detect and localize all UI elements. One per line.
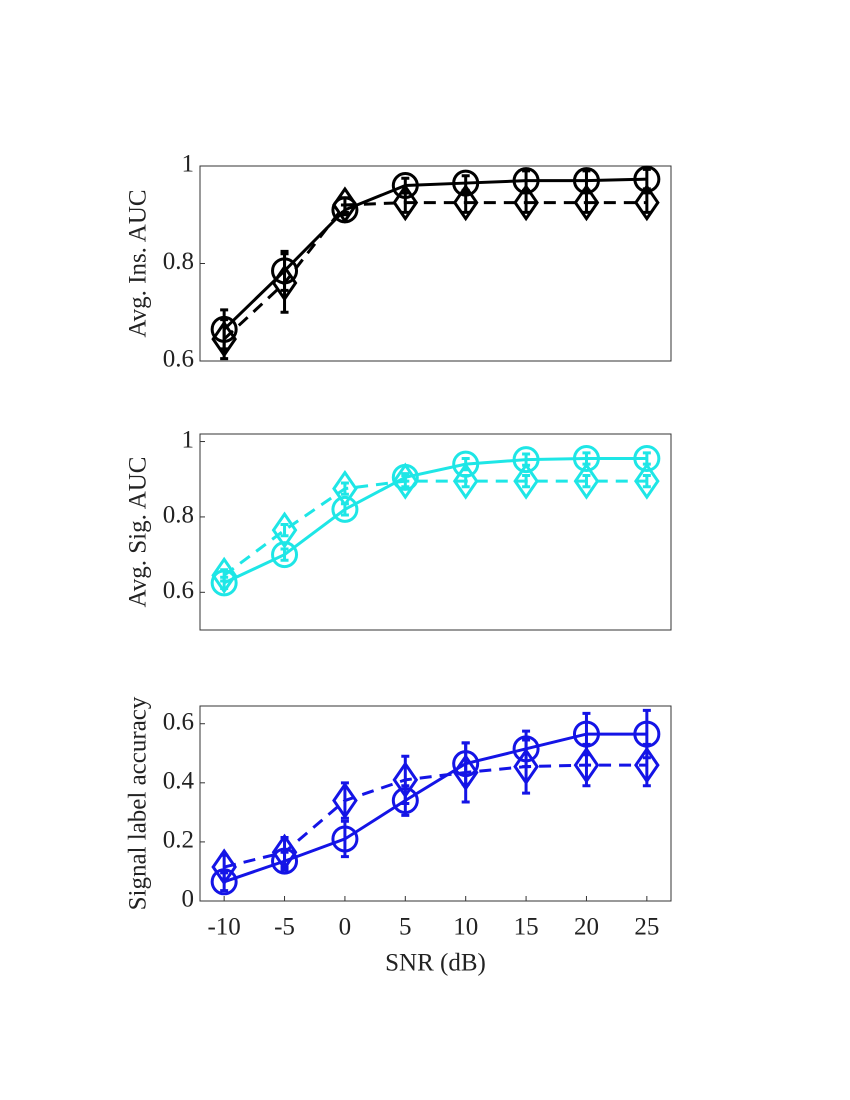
- marker: [452, 183, 479, 222]
- marker: [634, 462, 660, 500]
- marker: [211, 320, 237, 358]
- marker: [271, 264, 298, 302]
- error-bar: [401, 473, 410, 489]
- y-axis-label: Avg. Sig. AUC: [125, 457, 152, 608]
- axes-box: [199, 165, 672, 362]
- marker: [572, 445, 600, 472]
- series-line: [223, 201, 647, 341]
- error-bar: [522, 473, 531, 489]
- axes-box: [199, 705, 672, 902]
- marker: [573, 746, 600, 784]
- marker: [392, 761, 419, 799]
- axes-box: [199, 433, 672, 631]
- marker: [332, 470, 358, 508]
- marker: [633, 165, 661, 193]
- marker: [332, 186, 358, 224]
- y-tick-label: 0.8: [163, 248, 194, 275]
- error-bar: [642, 473, 651, 489]
- x-tick-label: -10: [207, 914, 240, 941]
- marker: [633, 445, 661, 472]
- marker: [211, 556, 237, 594]
- error-bar: [582, 473, 591, 489]
- marker: [634, 183, 660, 222]
- marker: [392, 183, 419, 222]
- error-bar: [280, 252, 289, 314]
- error-bar: [220, 318, 229, 361]
- x-tick-label: 25: [634, 914, 659, 941]
- x-tick-label: 10: [453, 914, 478, 941]
- error-bar: [340, 481, 349, 496]
- error-bar: [461, 473, 470, 489]
- marker: [573, 183, 600, 222]
- marker: [573, 462, 600, 500]
- y-tick-label: 0.2: [163, 827, 194, 854]
- series-line: [223, 177, 647, 331]
- marker: [271, 541, 299, 569]
- marker: [513, 183, 539, 222]
- marker: [392, 462, 419, 500]
- y-tick-label: 0.6: [163, 346, 194, 373]
- error-bar: [280, 547, 289, 562]
- marker: [512, 446, 540, 474]
- marker: [452, 462, 479, 500]
- error-bar: [220, 568, 229, 583]
- y-axis-label: Avg. Ins. AUC: [125, 189, 152, 337]
- y-tick-label: 0.6: [163, 708, 194, 735]
- error-bar: [280, 522, 289, 538]
- y-tick-label: 0.4: [163, 768, 195, 795]
- x-tick-label: 20: [574, 914, 599, 941]
- y-tick-label: 0.8: [163, 502, 194, 529]
- x-tick-label: 5: [399, 914, 412, 941]
- x-axis-label: SNR (dB): [385, 950, 486, 977]
- error-bar: [340, 196, 349, 214]
- marker: [634, 746, 660, 784]
- x-tick-label: -5: [274, 914, 295, 941]
- y-axis-label: Signal label accuracy: [125, 696, 152, 910]
- x-tick-label: 15: [514, 914, 539, 941]
- marker: [452, 753, 479, 792]
- marker: [211, 848, 237, 886]
- marker: [513, 747, 539, 786]
- marker: [271, 511, 298, 549]
- marker: [331, 825, 359, 853]
- y-tick-label: 1: [182, 151, 195, 178]
- y-tick-label: 0: [182, 886, 195, 913]
- y-tick-label: 1: [182, 426, 195, 453]
- marker: [513, 462, 539, 500]
- marker: [331, 495, 359, 523]
- marker: [332, 781, 358, 820]
- y-tick-label: 0.6: [163, 577, 194, 604]
- marker: [271, 833, 298, 871]
- x-tick-label: 0: [339, 914, 352, 941]
- error-bar: [461, 741, 470, 804]
